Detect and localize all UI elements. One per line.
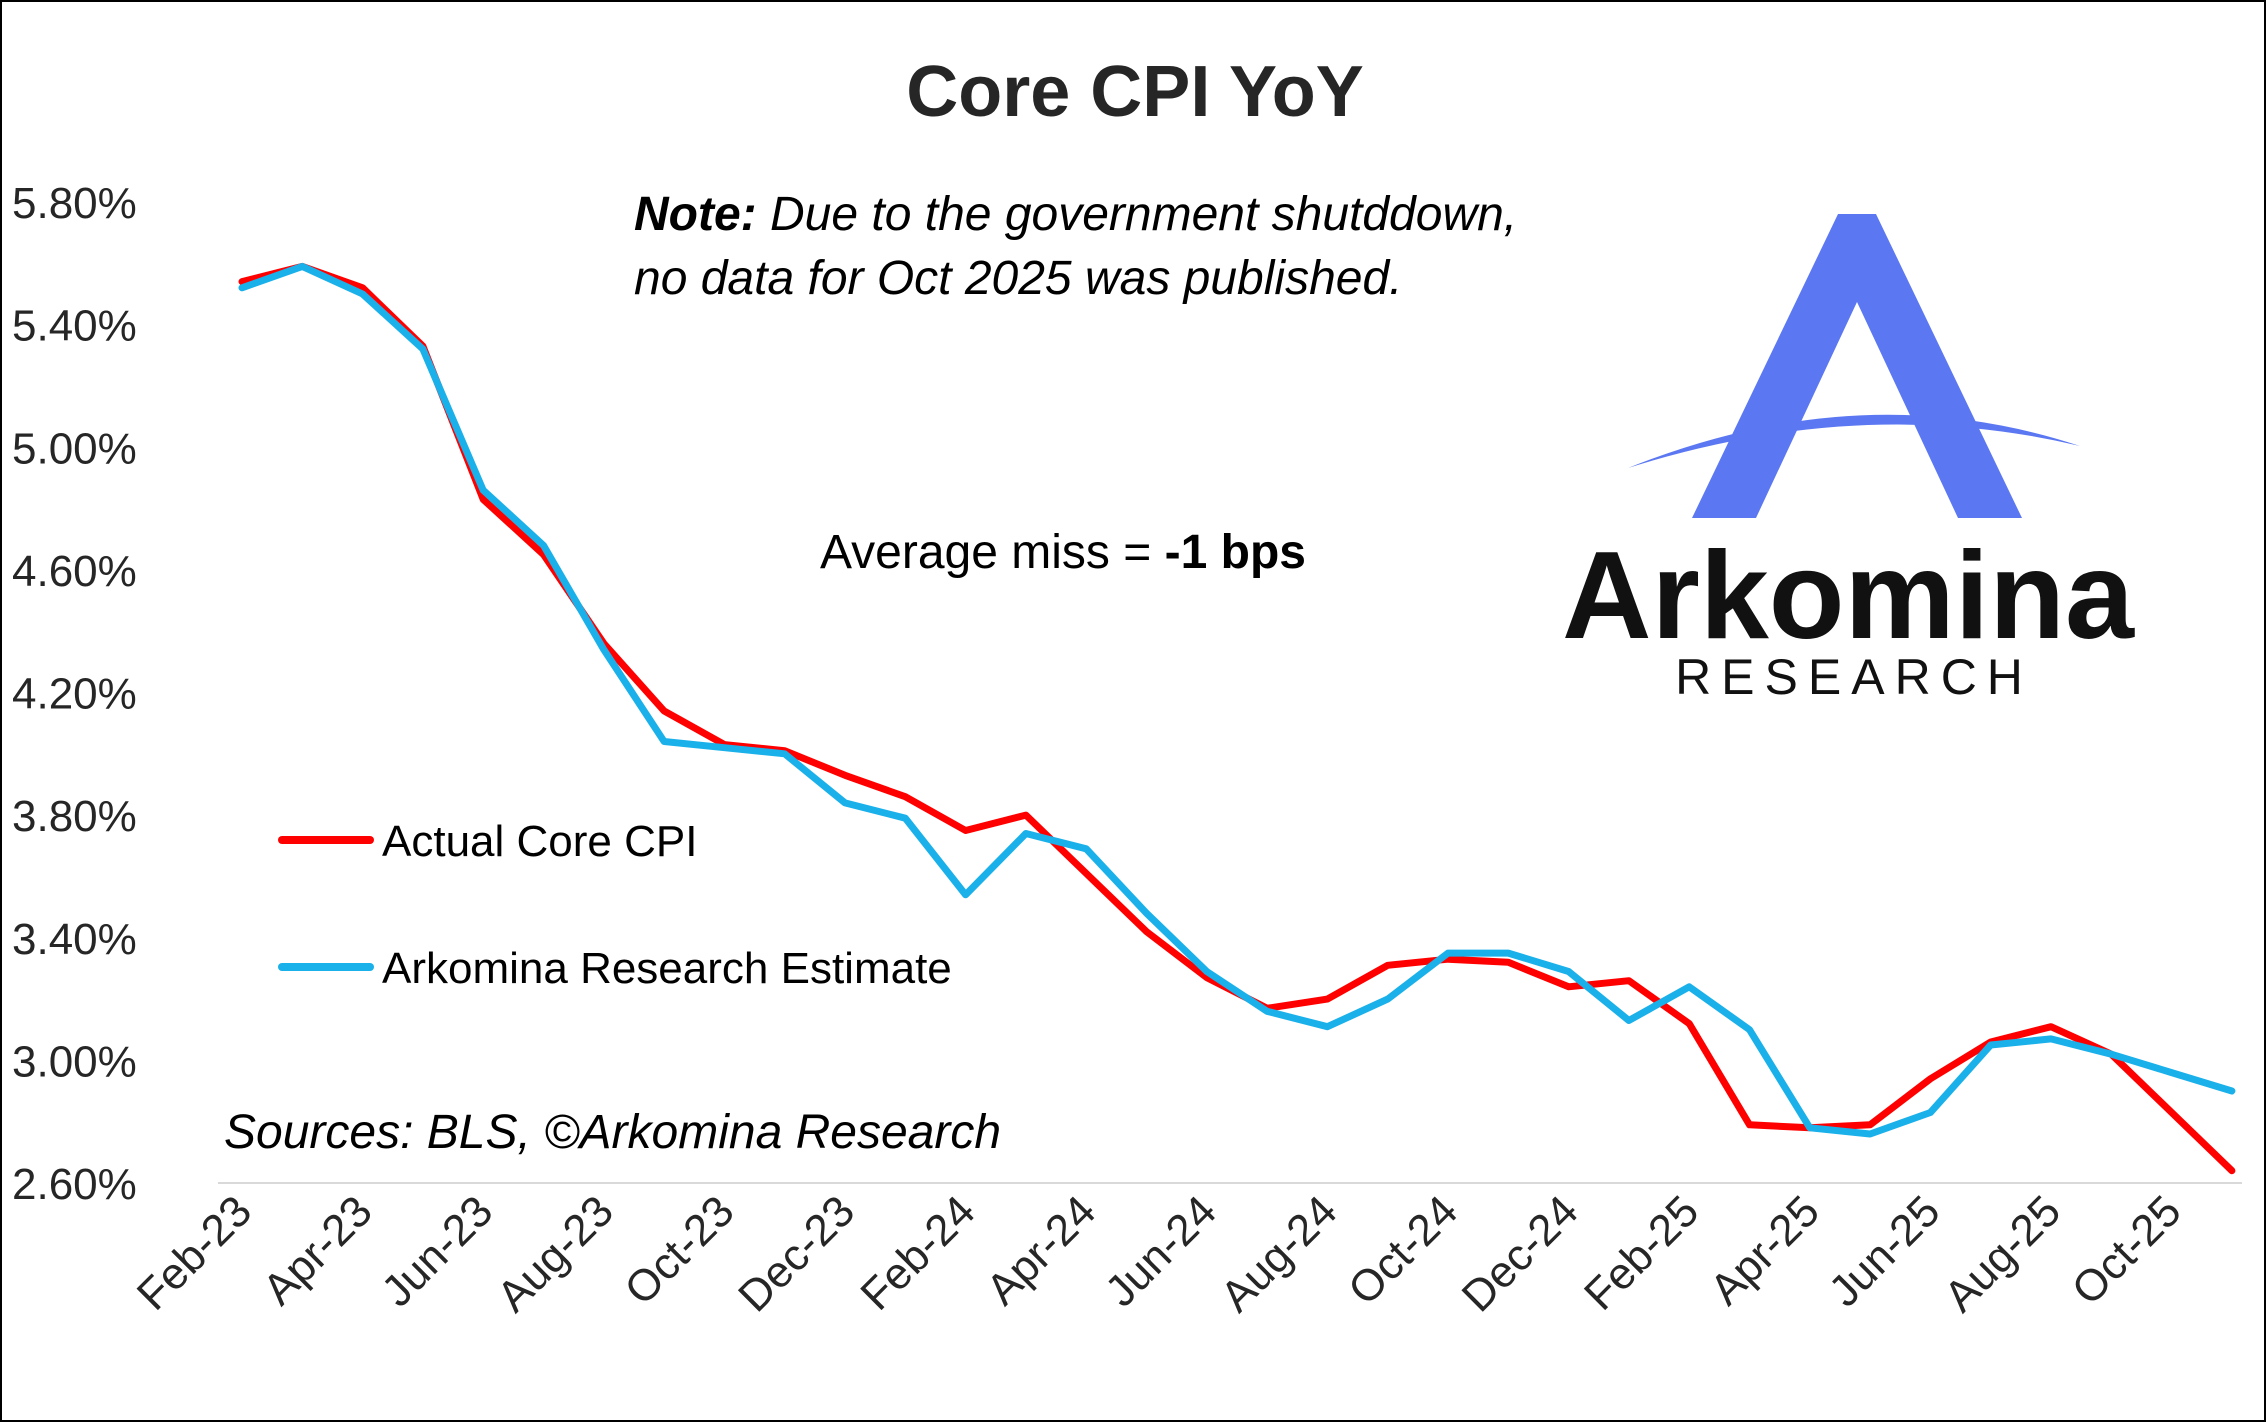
y-tick-label: 3.00%	[12, 1037, 137, 1086]
x-tick-label: Apr-25	[1701, 1186, 1829, 1314]
x-tick-label: Jun-23	[372, 1186, 502, 1316]
y-tick-label: 2.60%	[12, 1160, 137, 1209]
y-tick-label: 4.60%	[12, 547, 137, 596]
arkomina-logo: Arkomina RESEARCH	[1562, 214, 2135, 705]
average-miss-label: Average miss =	[820, 526, 1165, 579]
logo-subtitle: RESEARCH	[1675, 649, 2033, 705]
y-tick-label: 3.80%	[12, 792, 137, 841]
y-tick-label: 5.40%	[12, 302, 137, 351]
average-miss-text: Average miss = -1 bps	[820, 526, 1306, 579]
y-axis-ticks: 5.80% 5.40% 5.00% 4.60% 4.20% 3.80% 3.40% 3.00%…	[12, 179, 137, 1209]
logo-name: Arkomina	[1562, 527, 2135, 665]
logo-mark-icon	[1692, 214, 2022, 518]
y-tick-label: 3.40%	[12, 915, 137, 964]
logo-swoosh-icon	[1628, 414, 2080, 468]
shutdown-note-line-2: no data for Oct 2025 was published.	[634, 252, 1403, 305]
x-tick-label: Oct-25	[2063, 1186, 2191, 1314]
x-tick-label: Jun-24	[1096, 1186, 1226, 1316]
legend: Actual Core CPI Arkomina Research Estima…	[278, 817, 952, 993]
note-bold-label: Note:	[634, 188, 757, 241]
series-lines	[238, 262, 2236, 1175]
x-tick-label: Aug-25	[1935, 1186, 2070, 1321]
x-tick-label: Feb-24	[851, 1186, 984, 1319]
x-tick-label: Aug-24	[1211, 1186, 1346, 1321]
x-tick-label: Oct-23	[615, 1186, 743, 1314]
note-line-1: Due to the government shutddown,	[757, 188, 1517, 241]
x-axis-ticks: Feb-23Apr-23Jun-23Aug-23Oct-23Dec-23Feb-…	[128, 1186, 2191, 1321]
x-tick-label: Aug-23	[488, 1186, 623, 1321]
sources-note: Sources: BLS, ©Arkomina Research	[224, 1106, 1001, 1159]
x-tick-label: Feb-23	[128, 1186, 261, 1319]
y-tick-label: 5.80%	[12, 179, 137, 228]
legend-label-estimate: Arkomina Research Estimate	[382, 944, 952, 993]
series-line-estimate	[238, 262, 2236, 1138]
x-tick-label: Apr-23	[254, 1186, 382, 1314]
x-tick-label: Jun-25	[1820, 1186, 1950, 1316]
chart-title: Core CPI YoY	[906, 52, 1363, 132]
shutdown-note: Note: Due to the government shutddown,	[634, 188, 1517, 241]
y-tick-label: 5.00%	[12, 424, 137, 473]
y-tick-label: 4.20%	[12, 670, 137, 719]
x-tick-label: Dec-23	[729, 1186, 864, 1321]
x-tick-label: Apr-24	[977, 1186, 1105, 1314]
x-tick-label: Oct-24	[1339, 1186, 1467, 1314]
x-tick-label: Dec-24	[1453, 1186, 1588, 1321]
average-miss-value: -1 bps	[1165, 526, 1306, 579]
legend-label-actual: Actual Core CPI	[382, 817, 697, 866]
x-tick-label: Feb-25	[1575, 1186, 1708, 1319]
